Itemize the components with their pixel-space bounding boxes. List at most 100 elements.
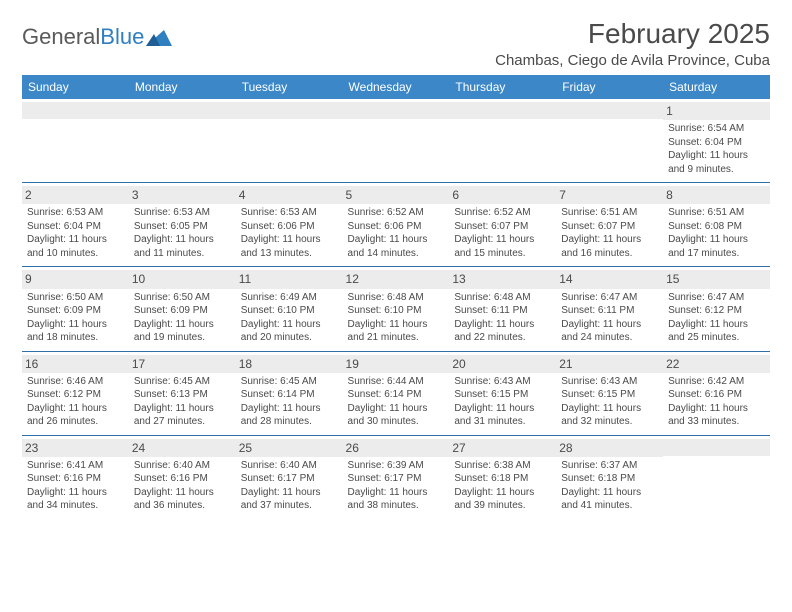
day-number: 7: [556, 186, 663, 204]
day-number: 20: [449, 355, 556, 373]
sunset-text: Sunset: 6:06 PM: [348, 220, 445, 234]
sunset-text: Sunset: 6:13 PM: [134, 388, 231, 402]
daylight-text: Daylight: 11 hours and 11 minutes.: [134, 233, 231, 260]
sunset-text: Sunset: 6:16 PM: [134, 472, 231, 486]
sunset-text: Sunset: 6:08 PM: [668, 220, 765, 234]
calendar-cell: 16Sunrise: 6:46 AMSunset: 6:12 PMDayligh…: [22, 351, 129, 435]
day-number: 11: [236, 270, 343, 288]
day-number: 28: [556, 439, 663, 457]
logo-mark-icon: [146, 28, 172, 46]
day-number: 22: [663, 355, 770, 373]
sunset-text: Sunset: 6:05 PM: [134, 220, 231, 234]
calendar-cell: 22Sunrise: 6:42 AMSunset: 6:16 PMDayligh…: [663, 351, 770, 435]
sunset-text: Sunset: 6:04 PM: [668, 136, 765, 150]
day-number: 18: [236, 355, 343, 373]
day-number: 26: [343, 439, 450, 457]
day-number: 5: [343, 186, 450, 204]
sunrise-text: Sunrise: 6:44 AM: [348, 375, 445, 389]
sunrise-text: Sunrise: 6:45 AM: [134, 375, 231, 389]
sunset-text: Sunset: 6:10 PM: [241, 304, 338, 318]
daylight-text: Daylight: 11 hours and 13 minutes.: [241, 233, 338, 260]
daylight-text: Daylight: 11 hours and 9 minutes.: [668, 149, 765, 176]
calendar-cell: 15Sunrise: 6:47 AMSunset: 6:12 PMDayligh…: [663, 267, 770, 351]
day-number: [236, 102, 343, 119]
calendar-cell: 19 Sunrise: 6:44 AMSunset: 6:14 PMDayligh…: [343, 351, 450, 435]
weekday-header: Wednesday: [343, 75, 450, 99]
calendar-cell: 18Sunrise: 6:45 AMSunset: 6:14 PMDayligh…: [236, 351, 343, 435]
sunset-text: Sunset: 6:09 PM: [27, 304, 124, 318]
sunset-text: Sunset: 6:14 PM: [348, 388, 445, 402]
daylight-text: Daylight: 11 hours and 39 minutes.: [454, 486, 551, 513]
sunrise-text: Sunrise: 6:46 AM: [27, 375, 124, 389]
calendar-cell: 28Sunrise: 6:37 AMSunset: 6:18 PMDayligh…: [556, 435, 663, 519]
sunrise-text: Sunrise: 6:50 AM: [134, 291, 231, 305]
calendar-cell: 25Sunrise: 6:40 AMSunset: 6:17 PMDayligh…: [236, 435, 343, 519]
day-number: 4: [236, 186, 343, 204]
day-number: [343, 102, 450, 119]
calendar-cell: [236, 99, 343, 183]
day-number: 25: [236, 439, 343, 457]
day-number: 19: [343, 355, 450, 373]
day-number: 15: [663, 270, 770, 288]
sunset-text: Sunset: 6:18 PM: [561, 472, 658, 486]
sunset-text: Sunset: 6:15 PM: [561, 388, 658, 402]
sunset-text: Sunset: 6:11 PM: [561, 304, 658, 318]
weekday-header: Monday: [129, 75, 236, 99]
daylight-text: Daylight: 11 hours and 26 minutes.: [27, 402, 124, 429]
sunrise-text: Sunrise: 6:47 AM: [668, 291, 765, 305]
daylight-text: Daylight: 11 hours and 32 minutes.: [561, 402, 658, 429]
weekday-header: Sunday: [22, 75, 129, 99]
weekday-header: Saturday: [663, 75, 770, 99]
location: Chambas, Ciego de Avila Province, Cuba: [495, 52, 770, 69]
sunrise-text: Sunrise: 6:53 AM: [27, 206, 124, 220]
sunset-text: Sunset: 6:07 PM: [454, 220, 551, 234]
sunset-text: Sunset: 6:17 PM: [241, 472, 338, 486]
calendar-cell: [343, 99, 450, 183]
sunrise-text: Sunrise: 6:52 AM: [348, 206, 445, 220]
daylight-text: Daylight: 11 hours and 27 minutes.: [134, 402, 231, 429]
daylight-text: Daylight: 11 hours and 20 minutes.: [241, 318, 338, 345]
calendar-cell: [663, 435, 770, 519]
daylight-text: Daylight: 11 hours and 36 minutes.: [134, 486, 231, 513]
calendar-cell: 27Sunrise: 6:38 AMSunset: 6:18 PMDayligh…: [449, 435, 556, 519]
calendar-cell: 3Sunrise: 6:53 AMSunset: 6:05 PMDaylight…: [129, 183, 236, 267]
day-number: 27: [449, 439, 556, 457]
day-number: [129, 102, 236, 119]
sunset-text: Sunset: 6:12 PM: [668, 304, 765, 318]
day-number: 21: [556, 355, 663, 373]
day-number: [22, 102, 129, 119]
day-number: 6: [449, 186, 556, 204]
daylight-text: Daylight: 11 hours and 34 minutes.: [27, 486, 124, 513]
daylight-text: Daylight: 11 hours and 19 minutes.: [134, 318, 231, 345]
sunset-text: Sunset: 6:16 PM: [668, 388, 765, 402]
calendar-head: SundayMondayTuesdayWednesdayThursdayFrid…: [22, 75, 770, 99]
daylight-text: Daylight: 11 hours and 37 minutes.: [241, 486, 338, 513]
daylight-text: Daylight: 11 hours and 17 minutes.: [668, 233, 765, 260]
calendar-cell: 7Sunrise: 6:51 AMSunset: 6:07 PMDaylight…: [556, 183, 663, 267]
daylight-text: Daylight: 11 hours and 33 minutes.: [668, 402, 765, 429]
calendar-cell: 10Sunrise: 6:50 AMSunset: 6:09 PMDayligh…: [129, 267, 236, 351]
daylight-text: Daylight: 11 hours and 18 minutes.: [27, 318, 124, 345]
sunset-text: Sunset: 6:12 PM: [27, 388, 124, 402]
daylight-text: Daylight: 11 hours and 15 minutes.: [454, 233, 551, 260]
calendar-cell: 9Sunrise: 6:50 AMSunset: 6:09 PMDaylight…: [22, 267, 129, 351]
day-number: 1: [663, 102, 770, 120]
sunrise-text: Sunrise: 6:43 AM: [454, 375, 551, 389]
calendar-cell: 23Sunrise: 6:41 AMSunset: 6:16 PMDayligh…: [22, 435, 129, 519]
day-number: 9: [22, 270, 129, 288]
calendar-cell: [449, 99, 556, 183]
sunrise-text: Sunrise: 6:54 AM: [668, 122, 765, 136]
daylight-text: Daylight: 11 hours and 30 minutes.: [348, 402, 445, 429]
sunrise-text: Sunrise: 6:49 AM: [241, 291, 338, 305]
sunset-text: Sunset: 6:10 PM: [348, 304, 445, 318]
day-number: 2: [22, 186, 129, 204]
daylight-text: Daylight: 11 hours and 16 minutes.: [561, 233, 658, 260]
daylight-text: Daylight: 11 hours and 24 minutes.: [561, 318, 658, 345]
calendar-cell: [129, 99, 236, 183]
daylight-text: Daylight: 11 hours and 10 minutes.: [27, 233, 124, 260]
day-number: [663, 439, 770, 456]
calendar-cell: 24Sunrise: 6:40 AMSunset: 6:16 PMDayligh…: [129, 435, 236, 519]
sunrise-text: Sunrise: 6:52 AM: [454, 206, 551, 220]
sunset-text: Sunset: 6:06 PM: [241, 220, 338, 234]
sunrise-text: Sunrise: 6:38 AM: [454, 459, 551, 473]
